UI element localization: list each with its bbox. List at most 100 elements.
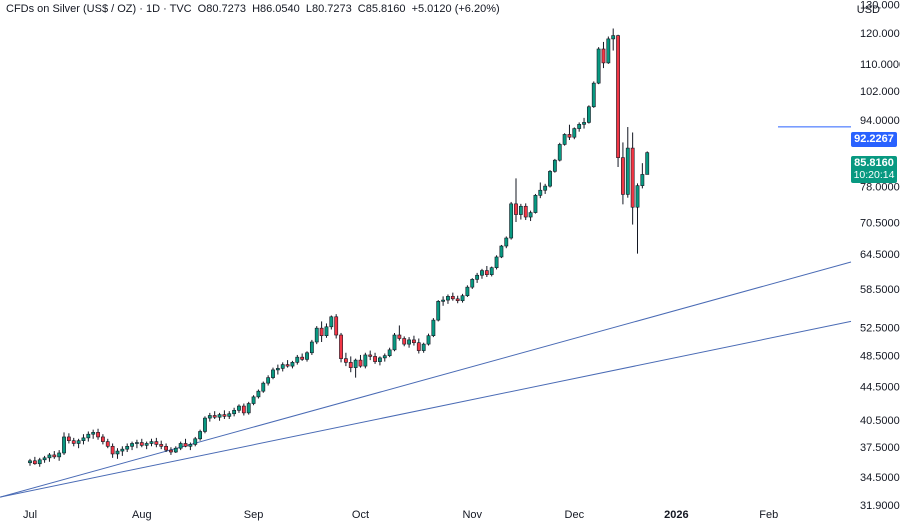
candle[interactable] bbox=[640, 163, 645, 189]
candle[interactable] bbox=[489, 266, 494, 277]
candle[interactable] bbox=[183, 438, 188, 448]
candle[interactable] bbox=[339, 332, 343, 363]
candle[interactable] bbox=[543, 183, 548, 194]
candle[interactable] bbox=[154, 437, 159, 448]
candle[interactable] bbox=[37, 457, 42, 467]
candle[interactable] bbox=[241, 403, 246, 416]
candle[interactable] bbox=[164, 443, 168, 453]
candle[interactable] bbox=[368, 350, 373, 361]
candle[interactable] bbox=[460, 293, 465, 303]
candle[interactable] bbox=[256, 389, 261, 399]
candle[interactable] bbox=[363, 352, 368, 369]
candle[interactable] bbox=[378, 356, 382, 366]
candle[interactable] bbox=[407, 337, 411, 348]
candle[interactable] bbox=[533, 193, 538, 214]
candle[interactable] bbox=[52, 451, 57, 459]
candle[interactable] bbox=[572, 127, 577, 140]
candle[interactable] bbox=[625, 127, 630, 198]
candle[interactable] bbox=[567, 124, 572, 140]
candle[interactable] bbox=[343, 352, 348, 367]
candle[interactable] bbox=[105, 438, 110, 449]
candle[interactable] bbox=[596, 47, 601, 85]
candle[interactable] bbox=[601, 41, 606, 69]
candle[interactable] bbox=[518, 203, 523, 220]
candle[interactable] bbox=[319, 321, 324, 343]
trendline[interactable] bbox=[0, 320, 852, 498]
candle[interactable] bbox=[586, 105, 591, 124]
candle[interactable] bbox=[232, 407, 237, 417]
level-price-tag[interactable]: 92.2267 bbox=[851, 132, 897, 147]
candle[interactable] bbox=[392, 332, 397, 352]
candle[interactable] bbox=[630, 132, 635, 225]
candle[interactable] bbox=[212, 411, 217, 419]
candle[interactable] bbox=[101, 434, 105, 445]
candle[interactable] bbox=[523, 203, 528, 221]
candle[interactable] bbox=[470, 278, 475, 289]
candle[interactable] bbox=[324, 323, 329, 338]
candle[interactable] bbox=[552, 158, 557, 173]
candle[interactable] bbox=[169, 447, 173, 455]
candle[interactable] bbox=[314, 326, 319, 345]
candle[interactable] bbox=[271, 367, 275, 380]
candle[interactable] bbox=[139, 438, 144, 448]
time-axis[interactable]: Jul Aug Sep Oct Nov Dec 2026 Feb bbox=[23, 509, 778, 521]
candle[interactable] bbox=[353, 358, 358, 378]
candle[interactable] bbox=[159, 440, 164, 450]
candle[interactable] bbox=[86, 431, 91, 442]
candle[interactable] bbox=[178, 441, 183, 451]
candle[interactable] bbox=[251, 395, 256, 406]
candle[interactable] bbox=[621, 142, 625, 205]
candle[interactable] bbox=[275, 364, 280, 375]
candle[interactable] bbox=[416, 338, 421, 354]
candle[interactable] bbox=[499, 244, 504, 259]
candle[interactable] bbox=[635, 183, 640, 254]
candle[interactable] bbox=[47, 452, 52, 462]
candle[interactable] bbox=[528, 210, 533, 222]
candle[interactable] bbox=[149, 438, 154, 447]
candle[interactable] bbox=[193, 436, 198, 447]
candle[interactable] bbox=[125, 443, 130, 453]
candle[interactable] bbox=[334, 314, 339, 339]
candle[interactable] bbox=[81, 434, 86, 445]
candle[interactable] bbox=[62, 432, 66, 455]
candle[interactable] bbox=[91, 429, 96, 439]
candle[interactable] bbox=[300, 353, 305, 361]
candle[interactable] bbox=[188, 442, 193, 451]
candle[interactable] bbox=[509, 201, 514, 240]
candle[interactable] bbox=[562, 133, 567, 146]
candle[interactable] bbox=[412, 335, 416, 346]
candle[interactable] bbox=[28, 458, 32, 466]
candle[interactable] bbox=[309, 339, 314, 355]
candle[interactable] bbox=[645, 151, 650, 175]
candle[interactable] bbox=[504, 236, 509, 249]
candle[interactable] bbox=[611, 28, 616, 51]
candle[interactable] bbox=[557, 142, 562, 162]
candle[interactable] bbox=[305, 351, 309, 362]
candle[interactable] bbox=[207, 412, 212, 422]
candle[interactable] bbox=[455, 295, 460, 304]
candle[interactable] bbox=[295, 354, 300, 365]
candle[interactable] bbox=[397, 325, 402, 341]
candle[interactable] bbox=[329, 315, 334, 330]
candle[interactable] bbox=[115, 448, 120, 459]
candle[interactable] bbox=[144, 441, 149, 450]
candle[interactable] bbox=[450, 292, 455, 301]
candle[interactable] bbox=[57, 450, 62, 461]
candle[interactable] bbox=[436, 300, 441, 322]
candle[interactable] bbox=[130, 441, 134, 451]
candle[interactable] bbox=[548, 170, 552, 188]
candle[interactable] bbox=[373, 352, 377, 364]
candle[interactable] bbox=[290, 360, 295, 369]
candle[interactable] bbox=[203, 416, 207, 434]
candle[interactable] bbox=[217, 412, 222, 421]
candle[interactable] bbox=[66, 433, 71, 444]
candle[interactable] bbox=[261, 381, 266, 393]
candle[interactable] bbox=[280, 362, 285, 372]
candle[interactable] bbox=[441, 296, 446, 306]
candle[interactable] bbox=[514, 178, 518, 223]
candle[interactable] bbox=[135, 439, 139, 449]
candle[interactable] bbox=[582, 117, 586, 129]
candle[interactable] bbox=[358, 354, 363, 368]
candle[interactable] bbox=[577, 122, 582, 132]
